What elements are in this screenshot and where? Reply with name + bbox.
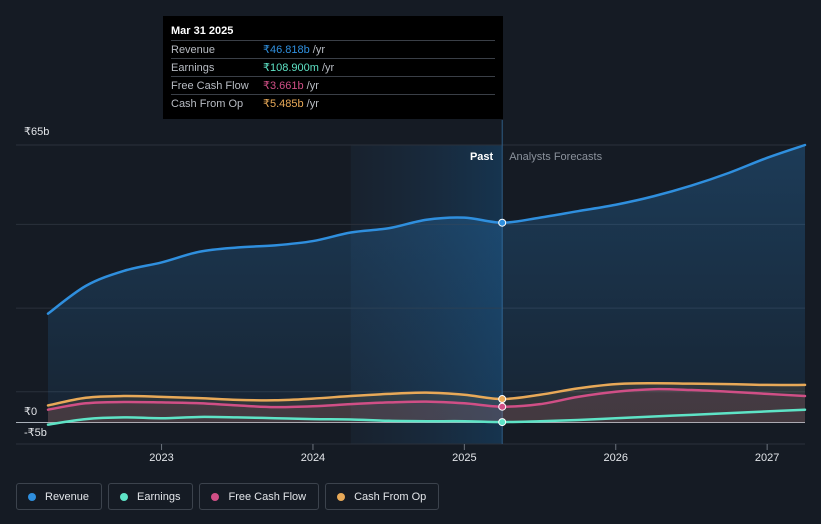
tooltip-label: Earnings — [171, 61, 215, 74]
x-tick-label: 2023 — [149, 452, 173, 464]
legend-dot-icon — [211, 492, 220, 501]
tooltip-value: ₹5.485b — [263, 98, 304, 110]
tooltip-date: Mar 31 2025 — [171, 25, 234, 37]
y-tick-label: -₹5b — [24, 427, 47, 439]
legend-item-revenue[interactable]: Revenue — [16, 483, 103, 510]
forecast-label: Analysts Forecasts — [509, 151, 602, 163]
x-tick-label: 2026 — [604, 452, 628, 464]
revenue-line — [46, 143, 807, 315]
legend-label: Cash From Op — [354, 490, 427, 503]
tooltip-unit: /yr — [321, 61, 335, 74]
tooltip-unit: /yr — [306, 79, 319, 92]
past-label: Past — [470, 151, 494, 163]
y-tick-label: ₹0 — [24, 406, 37, 418]
tooltip: Mar 31 2025 Revenue ₹46.818b /yr Earning… — [163, 16, 503, 119]
tooltip-row-revenue: Revenue ₹46.818b /yr — [171, 40, 495, 58]
tooltip-row-cash-from-op: Cash From Op ₹5.485b /yr — [171, 94, 495, 112]
cash-from-op-area — [48, 383, 805, 423]
tooltip-value: ₹108.900m — [263, 62, 319, 74]
tooltip-row-free-cash-flow: Free Cash Flow ₹3.661b /yr — [171, 76, 495, 94]
revenue-marker — [498, 218, 507, 227]
legend-dot-icon — [337, 492, 346, 501]
legend-dot-icon — [120, 492, 129, 501]
tooltip-label: Cash From Op — [171, 97, 244, 110]
free-cash-flow-line — [46, 387, 807, 411]
free-cash-flow-marker — [498, 402, 507, 411]
tooltip-label: Free Cash Flow — [171, 79, 249, 92]
x-tick-label: 2024 — [301, 452, 325, 464]
revenue-area — [48, 145, 805, 423]
y-tick-label: ₹65b — [24, 126, 49, 138]
cash-from-op-line — [46, 381, 807, 407]
tooltip-unit: /yr — [306, 97, 319, 110]
legend-item-free-cash-flow[interactable]: Free Cash Flow — [199, 483, 320, 510]
x-tick-label: 2027 — [755, 452, 779, 464]
tooltip-label: Revenue — [171, 43, 216, 56]
legend-label: Free Cash Flow — [228, 490, 307, 503]
tooltip-row-earnings: Earnings ₹108.900m /yr — [171, 58, 495, 76]
legend-dot-icon — [28, 492, 36, 501]
legend-label: Earnings — [137, 490, 181, 503]
earnings-marker — [498, 418, 507, 427]
legend-label: Revenue — [45, 490, 90, 503]
tooltip-value: ₹3.661b — [263, 80, 304, 92]
free-cash-flow-area — [48, 389, 805, 423]
earnings-line — [46, 408, 807, 426]
tooltip-value: ₹46.818b — [263, 44, 310, 56]
x-tick-label: 2025 — [452, 452, 476, 464]
legend-item-cash-from-op[interactable]: Cash From Op — [325, 483, 440, 510]
cash-from-op-marker — [498, 395, 507, 404]
tooltip-unit: /yr — [312, 43, 325, 56]
legend-item-earnings[interactable]: Earnings — [108, 483, 194, 510]
legend: Revenue Earnings Free Cash Flow Cash Fro… — [16, 483, 440, 510]
